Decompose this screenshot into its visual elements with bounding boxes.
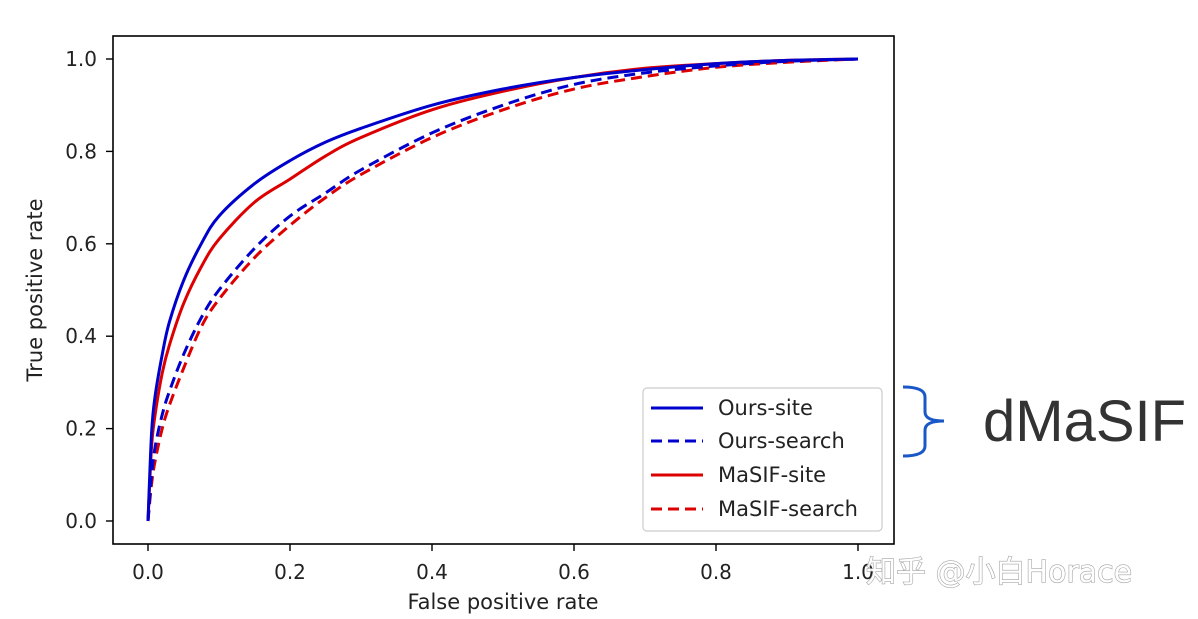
legend-label-masif-search: MaSIF-search — [718, 497, 858, 521]
plot-frame — [112, 35, 895, 545]
y-tick-label: 0.8 — [65, 139, 97, 163]
x-tick-label: 0.4 — [416, 560, 448, 584]
legend: Ours-site Ours-search MaSIF-site MaSIF-s… — [642, 387, 883, 532]
dmasif-annotation: dMaSIF — [983, 389, 1186, 454]
y-tick-label: 1.0 — [65, 47, 97, 71]
y-tick-label: 0.4 — [65, 324, 97, 348]
x-tick-label: 1.0 — [842, 560, 874, 584]
series-line-masif-search — [146, 57, 859, 522]
x-tick-label: 0.8 — [700, 560, 732, 584]
y-tick-label: 0.0 — [65, 509, 97, 533]
watermark: 知乎 @小白Horace — [866, 555, 1132, 590]
x-axis-ticks: 0.0 0.2 0.4 0.6 0.8 1.0 — [132, 544, 874, 584]
curves-layer — [146, 57, 859, 522]
x-tick-label: 0.0 — [132, 560, 164, 584]
y-axis-label: True positive rate — [23, 199, 47, 383]
x-tick-label: 0.6 — [558, 560, 590, 584]
y-tick-label: 0.6 — [65, 232, 97, 256]
legend-label-ours-search: Ours-search — [718, 429, 845, 453]
legend-group-brace — [902, 385, 945, 458]
legend-box — [642, 387, 883, 532]
legend-label-ours-site: Ours-site — [718, 396, 813, 420]
x-axis-label: False positive rate — [407, 590, 598, 614]
series-line-ours-site — [146, 57, 859, 522]
y-tick-label: 0.2 — [65, 417, 97, 441]
legend-label-masif-site: MaSIF-site — [718, 463, 826, 487]
x-tick-label: 0.2 — [274, 560, 306, 584]
y-axis-ticks: 0.0 0.2 0.4 0.6 0.8 1.0 — [65, 47, 113, 533]
series-line-ours-search — [146, 57, 859, 522]
